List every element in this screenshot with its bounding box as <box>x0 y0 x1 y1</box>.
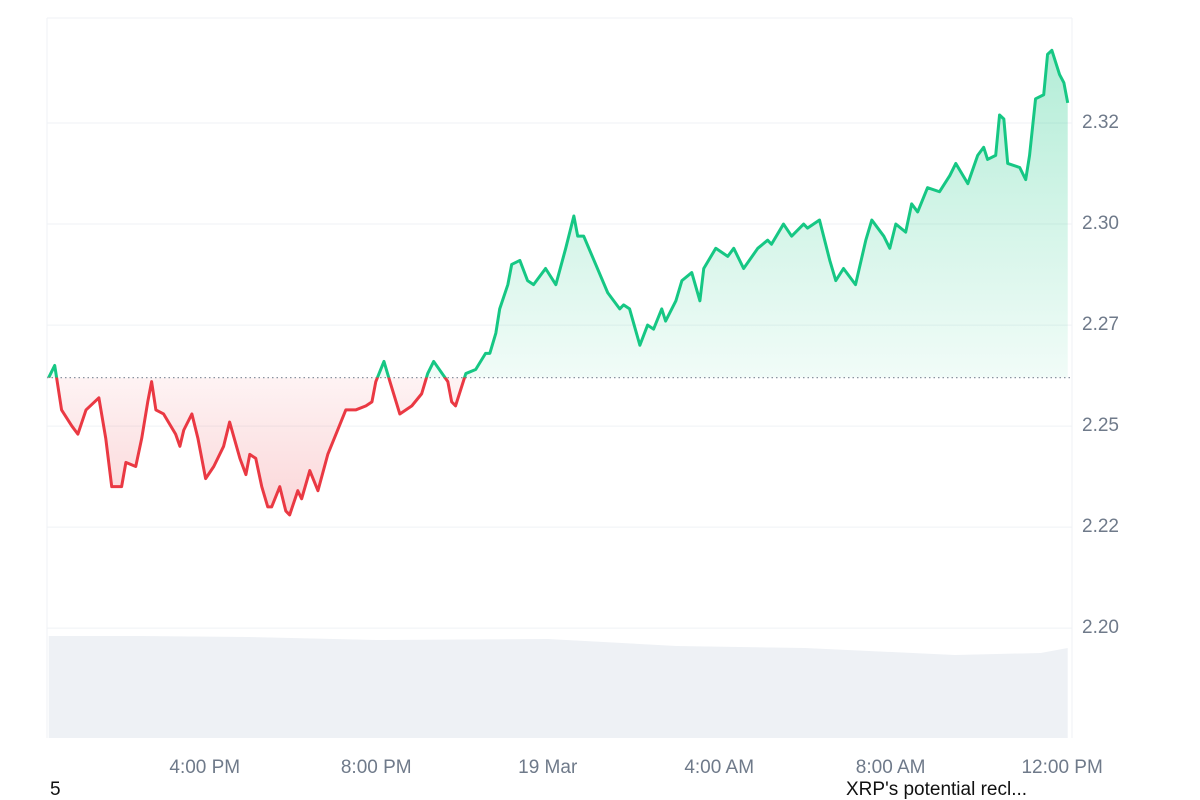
price-line <box>47 48 1070 517</box>
footer-left: 5 <box>50 779 61 800</box>
y-tick-label: 2.20 <box>1082 617 1119 638</box>
plot: 2.20 2.22 2.25 2.27 2.30 2.32 4:00 PM 8:00 PM 19… <box>46 17 1119 778</box>
y-tick-label: 2.25 <box>1082 415 1119 436</box>
x-tick-label: 4:00 PM <box>169 757 240 778</box>
y-tick-label: 2.22 <box>1082 516 1119 537</box>
volume-area <box>48 636 1068 738</box>
x-tick-label: 12:00 PM <box>1021 757 1102 778</box>
y-tick-label: 2.30 <box>1082 213 1119 234</box>
price-area <box>48 50 1068 515</box>
y-tick-label: 2.27 <box>1082 314 1119 335</box>
x-tick-label: 8:00 PM <box>341 757 412 778</box>
y-tick-label: 2.32 <box>1082 112 1119 133</box>
x-tick-label: 8:00 AM <box>856 757 926 778</box>
x-tick-label: 19 Mar <box>518 757 578 778</box>
x-tick-label: 4:00 AM <box>684 757 754 778</box>
footer-right: XRP's potential recl... <box>846 779 1027 800</box>
